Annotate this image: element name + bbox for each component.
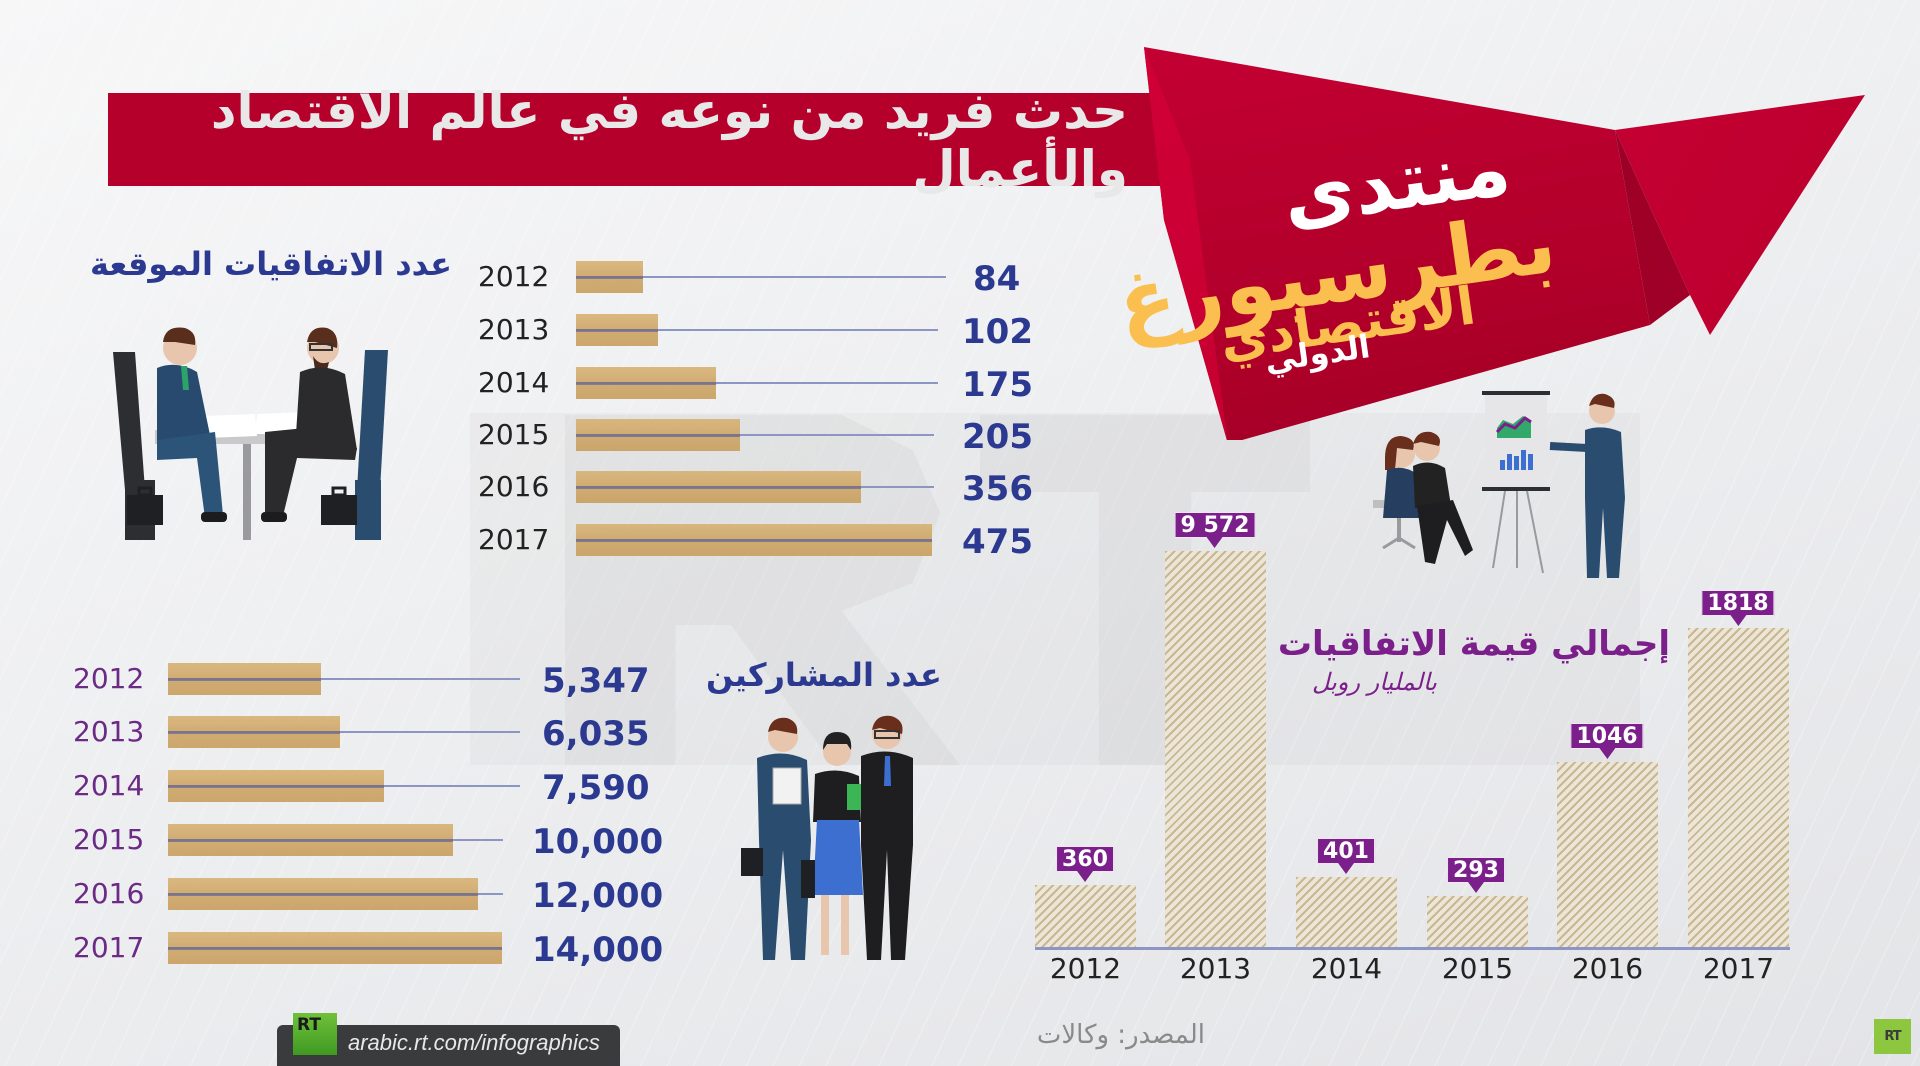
row-bar [168, 932, 502, 964]
row-value: 475 [962, 522, 1033, 562]
row-track [576, 329, 938, 331]
forum-title-flag: منتدى بطرسبورغ الاقتصادي الدولي [1112, 40, 1910, 440]
value-label: 1046 [1570, 723, 1644, 749]
value-label: 1818 [1701, 590, 1775, 616]
row-year: 2016 [73, 877, 145, 910]
row-bar [168, 824, 453, 856]
value-year: 2012 [1049, 952, 1122, 985]
row-bar [576, 367, 716, 399]
participants-row: 2012 5,347 [0, 661, 680, 701]
value-year: 2013 [1179, 952, 1252, 985]
agreements-chart-title: عدد الاتفاقيات الموقعة [89, 245, 452, 283]
value-label: 293 [1447, 857, 1505, 883]
row-track [576, 434, 934, 436]
value-chart-title: إجمالي قيمة الاتفاقيات [1277, 624, 1670, 664]
value-label: 9 572 [1174, 512, 1256, 538]
business-people-icon [741, 715, 913, 960]
value-bar-2017 [1688, 628, 1789, 948]
row-bar [576, 524, 932, 556]
participants-row: 2014 7,590 [0, 768, 680, 808]
row-value: 205 [962, 417, 1033, 457]
participants-chart-title: عدد المشاركين [706, 656, 942, 694]
row-bar [168, 716, 340, 748]
value-year: 2015 [1441, 952, 1514, 985]
row-track [576, 276, 946, 278]
headline-text: حدث فريد من نوعه في عالم الاقتصاد والأعم… [210, 81, 1129, 198]
row-year: 2017 [73, 931, 145, 964]
value-label: 360 [1056, 846, 1114, 872]
value-chart-axis [1035, 947, 1790, 950]
participants-row: 2013 6,035 [0, 714, 680, 754]
row-bar [576, 471, 861, 503]
row-value: 7,590 [542, 768, 650, 808]
business-meeting-icon [113, 327, 388, 540]
value-bar-2013 [1165, 551, 1266, 948]
row-value: 102 [962, 312, 1033, 352]
agreements-row: 2013 102 [0, 312, 1100, 352]
row-year: 2014 [73, 769, 145, 802]
row-year: 2014 [478, 366, 550, 399]
row-value: 6,035 [542, 714, 650, 754]
value-bar-2016 [1557, 762, 1658, 948]
agreements-row: 2016 356 [0, 469, 1100, 509]
participants-row: 2016 12,000 [0, 876, 680, 916]
row-year: 2015 [73, 823, 145, 856]
rt-logo: RT [293, 1013, 337, 1055]
agreements-row: 2012 84 [0, 259, 1100, 299]
row-year: 2017 [478, 523, 550, 556]
footer-url-link[interactable]: arabic.rt.com/infographics [348, 1030, 600, 1055]
value-bar-2012 [1035, 885, 1136, 948]
value-year: 2017 [1702, 952, 1775, 985]
value-year: 2016 [1571, 952, 1644, 985]
row-bar [168, 663, 321, 695]
row-year: 2016 [478, 470, 550, 503]
row-value: 12,000 [532, 876, 664, 916]
row-track [168, 678, 520, 680]
row-bar [576, 261, 643, 293]
agreements-row: 2014 175 [0, 365, 1100, 405]
row-year: 2013 [478, 313, 550, 346]
presentation-icon [1373, 391, 1625, 578]
row-bar [168, 770, 384, 802]
agreements-row: 2015 205 [0, 417, 1100, 457]
row-year: 2013 [73, 715, 145, 748]
row-year: 2015 [478, 418, 550, 451]
source-text: المصدر: وكالات [1036, 1020, 1205, 1050]
row-value: 14,000 [532, 930, 664, 970]
row-bar [576, 314, 658, 346]
row-value: 84 [973, 259, 1021, 299]
row-value: 10,000 [532, 822, 664, 862]
value-bar-2015 [1427, 896, 1528, 948]
value-chart-subtitle: بالمليار روبل [1312, 668, 1437, 696]
row-value: 356 [962, 469, 1033, 509]
row-value: 5,347 [542, 661, 650, 701]
row-bar [576, 419, 740, 451]
value-bar-2014 [1296, 877, 1397, 948]
row-year: 2012 [73, 662, 145, 695]
row-year: 2012 [478, 260, 550, 293]
row-bar [168, 878, 478, 910]
row-value: 175 [962, 365, 1033, 405]
participants-row: 2017 14,000 [0, 930, 680, 970]
row-track [168, 731, 520, 733]
value-label: 401 [1317, 838, 1375, 864]
rt-corner-logo: RT [1874, 1019, 1911, 1054]
agreements-row: 2017 475 [0, 522, 1100, 562]
headline-banner: حدث فريد من نوعه في عالم الاقتصاد والأعم… [108, 82, 1168, 198]
value-year: 2014 [1310, 952, 1383, 985]
row-track [576, 382, 938, 384]
participants-row: 2015 10,000 [0, 822, 680, 862]
